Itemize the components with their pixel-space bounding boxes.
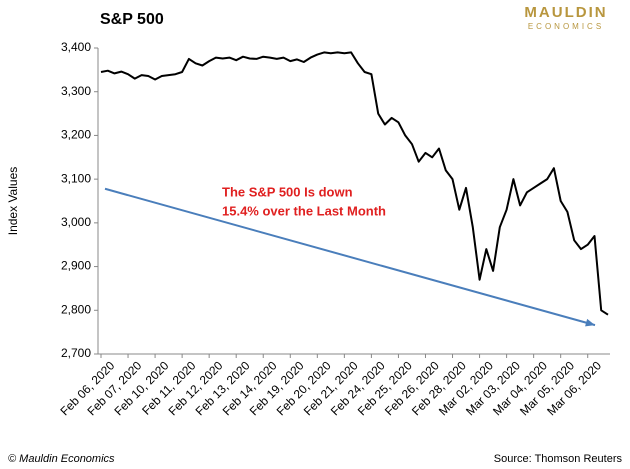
- y-tick-label: 3,300: [61, 84, 91, 98]
- logo-bottom: ECONOMICS: [528, 22, 604, 31]
- footer-left: © Mauldin Economics: [8, 453, 115, 465]
- y-tick-label: 3,100: [61, 171, 91, 185]
- chart-title: S&P 500: [100, 11, 164, 28]
- arrow-head: [585, 318, 595, 327]
- y-tick-label: 2,700: [61, 346, 91, 360]
- y-tick-label: 3,200: [61, 128, 91, 142]
- y-tick-label: 3,400: [61, 40, 91, 54]
- logo-top: MAULDIN: [524, 4, 607, 21]
- annotation: 15.4% over the Last Month: [222, 203, 386, 218]
- footer-right: Source: Thomson Reuters: [494, 453, 623, 465]
- y-tick-label: 2,800: [61, 302, 91, 316]
- index-line: [100, 51, 609, 316]
- y-tick-label: 2,900: [61, 259, 91, 273]
- y-tick-label: 3,000: [61, 215, 91, 229]
- y-axis-label: Index Values: [6, 167, 20, 236]
- annotation: The S&P 500 Is down: [222, 184, 353, 199]
- trend-arrow: [104, 187, 596, 327]
